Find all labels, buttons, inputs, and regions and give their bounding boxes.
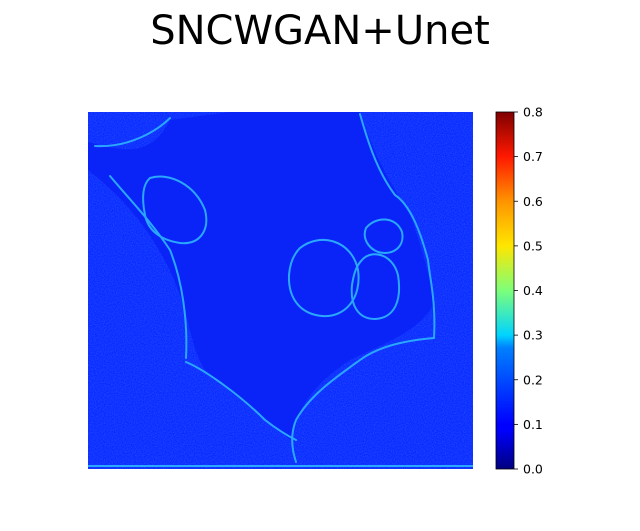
colorbar-tick-label: 0.6 [523, 194, 543, 209]
colorbar-ticks: 0.0 0.1 0.2 0.3 0.4 0.5 0.6 0.7 0.8 [514, 105, 543, 477]
colorbar-tick-label: 0.4 [523, 283, 543, 298]
colorbar-tick-label: 0.7 [523, 149, 543, 164]
heatmap [88, 112, 473, 469]
cell-boundary [88, 113, 473, 467]
colorbar-tick-label: 0.8 [523, 105, 543, 120]
colorbar-tick-label: 0.2 [523, 372, 543, 387]
colorbar: 0.0 0.1 0.2 0.3 0.4 0.5 0.6 0.7 0.8 [495, 105, 543, 477]
chart-title: SNCWGAN+Unet [150, 8, 490, 54]
colorbar-gradient [496, 112, 514, 469]
colorbar-tick-label: 0.0 [523, 462, 543, 477]
cell-region [88, 112, 435, 440]
colorbar-tick-label: 0.3 [523, 328, 543, 343]
colorbar-tick-label: 0.1 [523, 417, 543, 432]
colorbar-tick-label: 0.5 [523, 238, 543, 253]
